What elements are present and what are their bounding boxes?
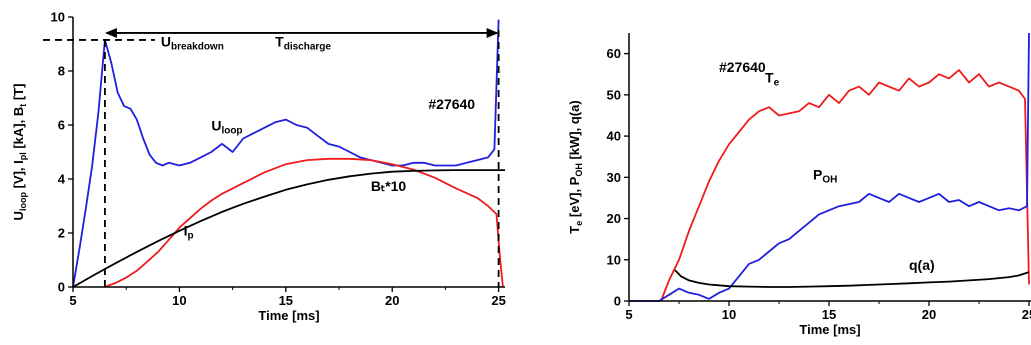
x-tick-label: 25 <box>1022 307 1031 322</box>
x-tick-label: 25 <box>491 293 505 308</box>
b-t-label: Bₜ*10 <box>371 178 406 194</box>
y-tick-label: 10 <box>607 252 621 267</box>
p-oh-label: POH <box>813 166 837 185</box>
y-tick-label: 0 <box>614 294 621 309</box>
y-tick-label: 10 <box>51 10 65 25</box>
y-tick-label: 20 <box>607 211 621 226</box>
y-tick-label: 30 <box>607 170 621 185</box>
x-tick-label: 5 <box>625 307 632 322</box>
y-tick-label: 40 <box>607 129 621 144</box>
series-b-t <box>72 169 505 288</box>
y-tick-label: 60 <box>607 46 621 61</box>
x-tick-label: 10 <box>172 293 186 308</box>
x-axis-label: Time [ms] <box>799 322 860 337</box>
arrow-head-left <box>104 27 117 38</box>
y-axis-label: Te [eV], POH [kW], q(a) <box>567 100 584 233</box>
x-tick-label: 20 <box>385 293 399 308</box>
series-p-oh <box>629 32 1030 302</box>
series-q-a <box>674 269 1030 288</box>
y-tick-label: 8 <box>58 64 65 79</box>
series-t-e <box>660 69 1030 302</box>
u-loop-label: Uloop <box>211 117 242 136</box>
t-e-label: Te <box>765 69 780 88</box>
y-tick-label: 6 <box>58 118 65 133</box>
shot-number-label: #27640 <box>428 96 475 112</box>
y-tick-label: 50 <box>607 87 621 102</box>
t-discharge-label: Tdischarge <box>275 34 331 53</box>
shot-number-label: #27640 <box>719 59 766 75</box>
q-a-label: q(a) <box>909 257 935 273</box>
x-tick-label: 20 <box>922 307 936 322</box>
y-tick-label: 4 <box>58 172 66 187</box>
x-axis-label: Time [ms] <box>258 308 319 323</box>
series-i-p <box>104 157 504 288</box>
right-panel: 5 10 15 20 25 0 10 20 30 40 50 60 Time [ms] Te [eV], … <box>567 32 1031 337</box>
left-panel: 5 10 15 20 25 0 2 4 6 8 10 Time [ms] Uloop [V], Ipl … <box>11 10 506 324</box>
x-tick-label: 15 <box>279 293 293 308</box>
y-axis-label: Uloop [V], Ipl [kA], Bt [T] <box>11 84 28 221</box>
i-p-label: Ip <box>184 223 194 242</box>
x-tick-label: 10 <box>722 307 736 322</box>
y-tick-label: 2 <box>58 226 65 241</box>
series-u-loop <box>72 19 500 288</box>
u-breakdown-label: Ubreakdown <box>161 34 224 53</box>
x-tick-label: 15 <box>822 307 836 322</box>
y-tick-label: 0 <box>58 280 65 295</box>
x-tick-label: 5 <box>69 293 76 308</box>
arrow-head-right <box>486 27 499 38</box>
